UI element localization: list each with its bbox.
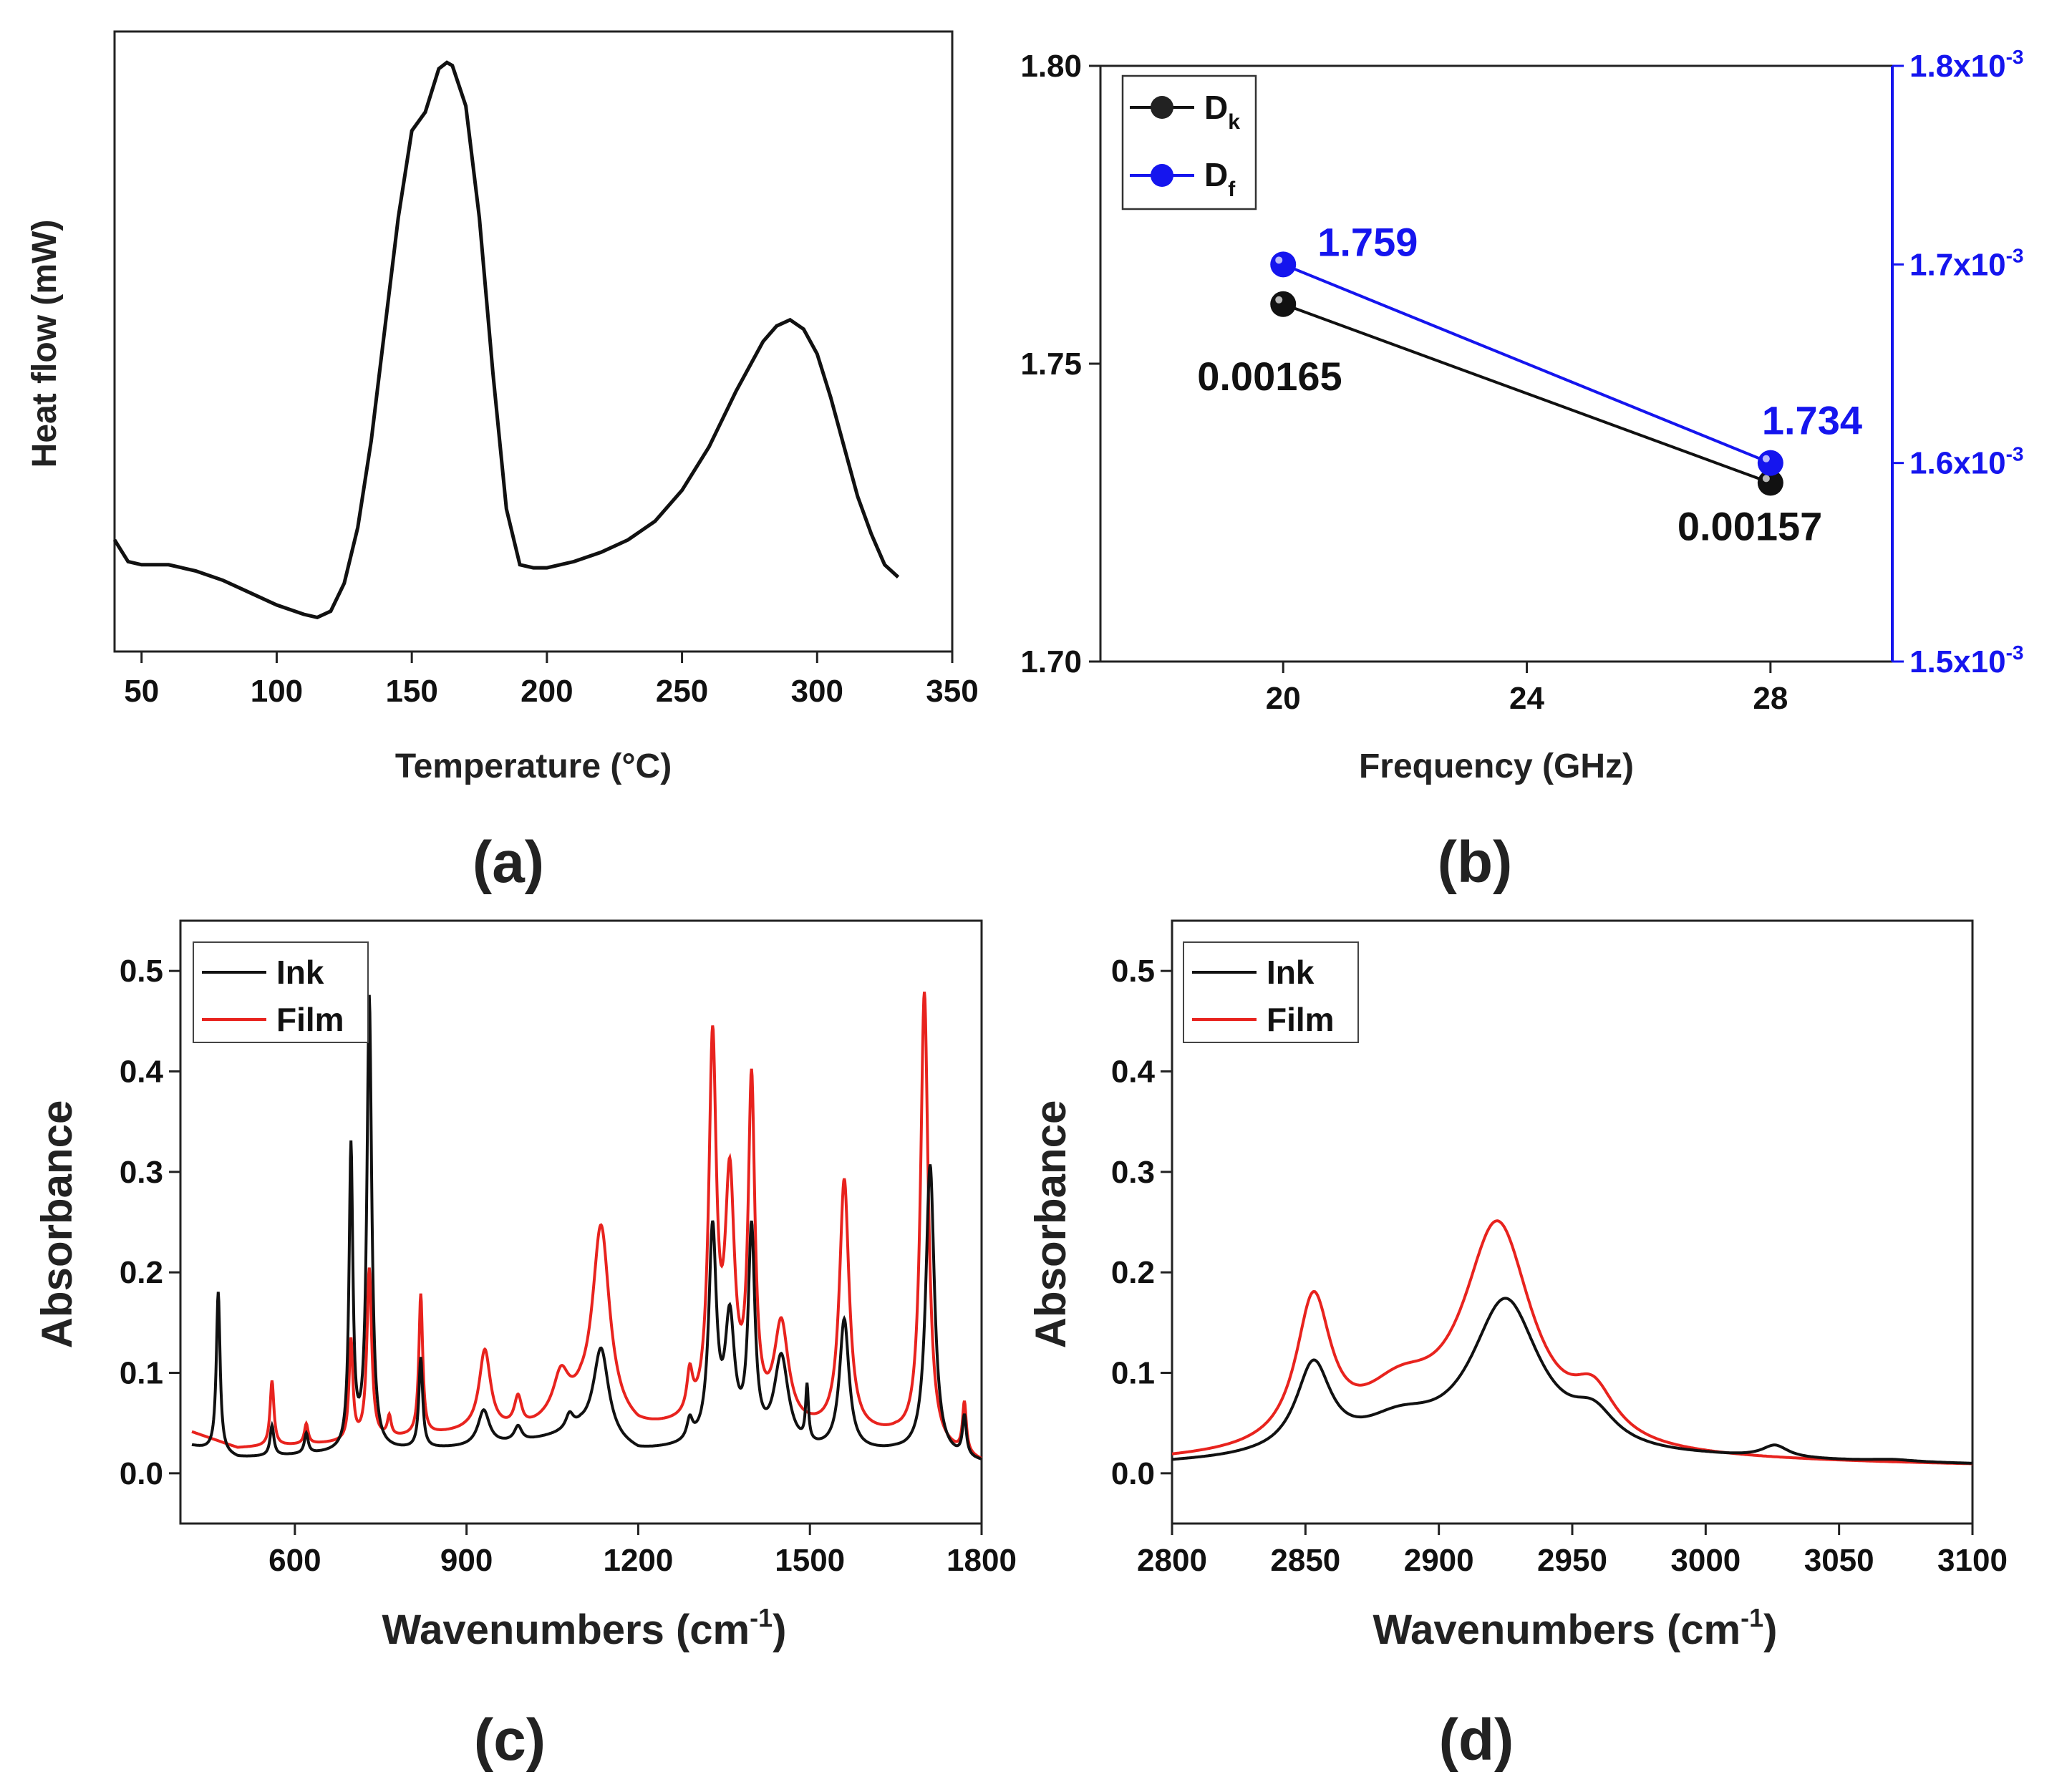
chart-d-legend-ink: Ink [1267,954,1315,991]
chart-d-x-axis-label: Wavenumbers (cm-1) [1373,1603,1778,1653]
chart-b-ticks: 20 24 28 1.70 1.75 1.80 1.5x10-3 1.6x10-3 1.7x10… [1020,46,2023,716]
chart-b-dk-line [1282,302,1771,485]
chart-b-dk-marker-highlight [1762,475,1770,483]
chart-d-legend-film: Film [1267,1001,1335,1038]
chart-d-x-tick-label: 2900 [1404,1543,1474,1578]
chart-d-legend-box [1183,941,1359,1043]
chart-d: 2800 2850 2900 2950 3000 3050 3100 0.0 0.1 0.2 0.3… [1027,919,2008,1773]
chart-b-annotation: 0.00165 [1197,354,1342,399]
chart-b-y-left-tick-label: 1.70 [1020,644,1082,679]
chart-d-x-tick-label: 2950 [1537,1543,1607,1578]
chart-c-legend-ink: Ink [276,954,324,991]
chart-b-legend-df-marker [1151,164,1173,187]
chart-b-annotation: 1.734 [1762,398,1862,443]
chart-b-annotation: 1.759 [1317,219,1418,264]
chart-d-y-axis-label: Absorbance [1027,1100,1075,1349]
chart-a-heat-flow-line [112,60,900,620]
chart-d-legend: Ink Film [1183,941,1359,1043]
chart-d-y-tick-label: 0.4 [1111,1055,1156,1090]
chart-a-x-axis-label: Temperature (°C) [395,747,672,785]
chart-d-panel-label: (d) [1439,1708,1514,1773]
chart-c-legend-box [193,941,369,1043]
chart-d-film-line [1171,1219,1973,1466]
chart-b-legend-dk-marker [1151,96,1173,119]
chart-b-y-right-tick-label: 1.7x10-3 [1909,244,2023,282]
chart-c: 600 900 1200 1500 1800 0.0 0.1 0.2 0.3 0.4 0.5 Ink… [33,919,1017,1773]
chart-d-x-tick-label: 2800 [1137,1543,1207,1578]
chart-b-y-left-tick-label: 1.75 [1020,347,1082,382]
chart-b-dk-marker-highlight [1275,296,1283,304]
chart-d-y-tick-label: 0.0 [1111,1456,1155,1491]
chart-c-x-tick-label: 600 [268,1543,321,1578]
chart-b-series [1270,251,1783,496]
chart-b-legend-df-label: Df [1204,156,1236,201]
chart-c-x-tick-label: 900 [440,1543,493,1578]
chart-c-y-tick-label: 0.5 [120,954,163,989]
chart-a-y-axis-label: Heat flow (mW) [26,220,64,468]
chart-a-x-tick-label: 50 [124,674,159,709]
chart-d-y-tick-label: 0.2 [1111,1255,1155,1290]
chart-c-legend-film: Film [276,1001,344,1038]
chart-c-x-axis-label: Wavenumbers (cm-1) [382,1603,787,1653]
chart-b-legend-dk-label: Dk [1204,89,1240,134]
chart-b-df-marker-highlight [1762,455,1770,463]
chart-a-x-ticks: 50 100 150 200 250 300 350 [124,652,979,709]
chart-c-ink-line [191,994,982,1461]
chart-a-x-tick-label: 350 [926,674,978,709]
chart-d-x-tick-label: 3100 [1937,1543,2008,1578]
chart-c-y-tick-label: 0.4 [120,1055,164,1090]
chart-d-y-tick-label: 0.5 [1111,954,1155,989]
chart-a-panel-label: (a) [473,830,544,895]
chart-c-panel-label: (c) [474,1708,546,1773]
chart-d-ticks: 2800 2850 2900 2950 3000 3050 3100 0.0 0.1 0.2 0.3… [1111,954,2008,1578]
chart-a-plot-frame [113,30,954,653]
chart-b-df-marker [1270,251,1297,278]
chart-c-legend: Ink Film [193,941,369,1043]
chart-b-y-left-tick-label: 1.80 [1020,49,1082,84]
chart-c-film-line [191,992,982,1460]
chart-b-dk-marker [1270,291,1297,317]
chart-b-legend: Dk Df [1121,74,1257,210]
chart-b-y-right-tick-label: 1.5x10-3 [1909,641,2023,679]
chart-d-y-tick-label: 0.3 [1111,1155,1155,1190]
chart-c-ticks: 600 900 1200 1500 1800 0.0 0.1 0.2 0.3 0.4 0.5 [120,954,1017,1578]
chart-b-annotation: 0.00157 [1678,503,1822,548]
chart-a-x-tick-label: 100 [251,674,303,709]
chart-c-x-tick-label: 1800 [947,1543,1017,1578]
chart-a-x-tick-label: 200 [521,674,573,709]
chart-d-y-tick-label: 0.1 [1111,1356,1155,1391]
chart-d-x-tick-label: 3000 [1670,1543,1741,1578]
chart-a-x-tick-label: 250 [656,674,708,709]
chart-a-x-tick-label: 150 [385,674,437,709]
chart-a: 50 100 150 200 250 300 350 Temperature (°C) He… [26,30,979,895]
chart-c-plot-frame [179,919,983,1525]
chart-b-df-line [1282,263,1771,465]
chart-b-x-tick-label: 24 [1509,681,1544,716]
chart-c-y-tick-label: 0.2 [120,1255,163,1290]
chart-b-y-right-tick-label: 1.8x10-3 [1909,46,2023,84]
chart-d-x-tick-label: 2850 [1270,1543,1340,1578]
chart-b: 20 24 28 1.70 1.75 1.80 1.5x10-3 1.6x10-3 1.7x10… [1020,46,2023,895]
chart-c-y-tick-label: 0.1 [120,1356,163,1391]
chart-c-y-tick-label: 0.0 [120,1456,163,1491]
chart-b-x-tick-label: 28 [1753,681,1788,716]
chart-b-x-axis-label: Frequency (GHz) [1359,747,1634,785]
chart-a-x-tick-label: 300 [791,674,843,709]
chart-b-panel-label: (b) [1438,830,1513,895]
chart-d-ink-line [1171,1297,1973,1465]
chart-c-y-tick-label: 0.3 [120,1155,163,1190]
chart-c-x-tick-label: 1200 [603,1543,673,1578]
chart-b-legend-box [1121,74,1257,210]
chart-b-annotations: 1.759 1.734 0.00165 0.00157 [1197,219,1862,548]
chart-b-df-marker-highlight [1275,256,1283,264]
chart-c-y-axis-label: Absorbance [33,1100,81,1349]
chart-b-y-right-tick-label: 1.6x10-3 [1909,443,2023,481]
chart-b-df-marker [1757,450,1783,476]
chart-b-x-tick-label: 20 [1266,681,1301,716]
chart-c-x-tick-label: 1500 [775,1543,845,1578]
chart-d-x-tick-label: 3050 [1804,1543,1874,1578]
